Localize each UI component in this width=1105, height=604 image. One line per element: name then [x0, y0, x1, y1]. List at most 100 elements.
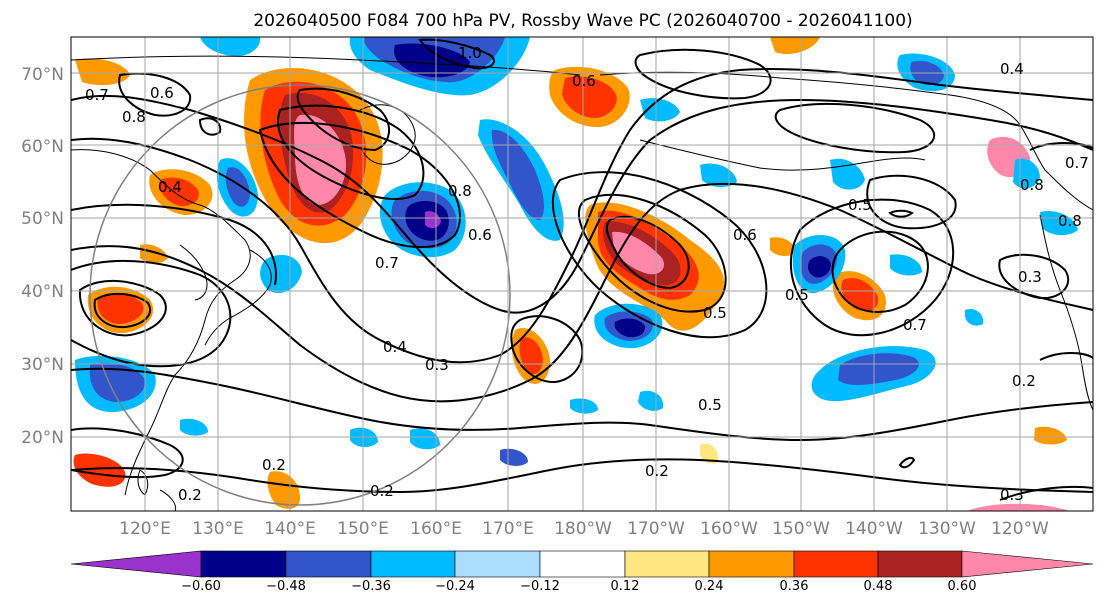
- coastline-asia: [71, 149, 251, 496]
- pv-contour: [71, 94, 1093, 314]
- pv-contour: [71, 458, 1093, 494]
- contour-label: 0.6: [150, 84, 174, 102]
- map-panel: 1.0 0.7 0.6 0.8 0.4 0.8 0.6 0.7 0.4 0.3 …: [70, 36, 1094, 512]
- lon-label: 150°E: [337, 519, 389, 539]
- contour-label: 0.6: [572, 72, 596, 90]
- anomaly-patch: [838, 353, 919, 385]
- colorbar-tick-label: −0.12: [520, 579, 560, 594]
- colorbar-tick-label: −0.24: [435, 579, 475, 594]
- contour-label: 0.5: [848, 196, 872, 214]
- anomaly-patch: [965, 308, 984, 326]
- pv-contour: [418, 38, 495, 70]
- colorbar-box: [70, 550, 202, 578]
- contour-label: 0.4: [383, 338, 407, 356]
- contour-label: 0.7: [903, 316, 927, 334]
- colorbar-box: [877, 550, 963, 578]
- lat-label: 70°N: [21, 65, 64, 85]
- contour-label: 0.2: [645, 462, 669, 480]
- contour-label: 0.7: [1065, 154, 1089, 172]
- lat-label: 40°N: [21, 282, 64, 302]
- contour-label: 0.2: [370, 482, 394, 500]
- anomaly-patch: [97, 293, 144, 325]
- anomaly-patch: [394, 43, 470, 78]
- contour-label: 0.3: [1000, 486, 1024, 504]
- colorbar-tick-label: 0.36: [780, 579, 809, 594]
- anomaly-patch: [562, 76, 617, 118]
- negative-anomaly-patches: [75, 37, 1078, 466]
- contour-label: 0.4: [1000, 60, 1024, 78]
- colorbar-tick-label: −0.60: [181, 579, 221, 594]
- pv-contour: [898, 456, 916, 469]
- great-circle-overlay: [89, 84, 511, 506]
- anomaly-patch: [267, 471, 300, 509]
- colorbar-box: [200, 550, 287, 578]
- anomaly-patch: [967, 503, 1070, 511]
- coastline-aleutians: [639, 139, 926, 171]
- pv-contour: [93, 292, 151, 329]
- lon-label: 120°W: [991, 519, 1049, 539]
- pv-contour: [831, 230, 929, 313]
- pv-contour: [577, 193, 727, 313]
- colorbar-tick-labels: −0.60 −0.48 −0.36 −0.24 −0.12 0.12 0.24 …: [181, 579, 976, 594]
- anomaly-patch: [519, 337, 543, 375]
- pv-contour: [634, 48, 772, 100]
- anomaly-patch: [638, 390, 664, 411]
- lon-label: 130°W: [918, 519, 976, 539]
- anomaly-patch: [841, 278, 879, 312]
- colorbar-box: [370, 550, 456, 578]
- anomaly-patch: [1034, 426, 1067, 445]
- pv-contour: [1029, 142, 1093, 151]
- contour-label: 0.5: [698, 396, 722, 414]
- contour-label: 0.5: [785, 286, 809, 304]
- colorbar-tick-label: 0.24: [695, 579, 724, 594]
- coastline-japan: [204, 249, 272, 346]
- anomaly-patch: [700, 163, 737, 188]
- coastline-kamchatka: [359, 104, 416, 165]
- gridlines: [71, 37, 1093, 511]
- contour-labels: 1.0 0.7 0.6 0.8 0.4 0.8 0.6 0.7 0.4 0.3 …: [85, 44, 1089, 504]
- map-frame: [70, 36, 1094, 512]
- colorbar-box: [454, 550, 541, 578]
- pv-contour: [198, 117, 222, 136]
- positive-anomaly-patches: [73, 37, 1070, 511]
- lon-label: 160°W: [700, 519, 758, 539]
- coastline-chukotka: [71, 55, 581, 76]
- lat-label: 20°N: [21, 428, 64, 448]
- anomaly-patch: [700, 443, 719, 464]
- pv-contour: [296, 87, 390, 152]
- pv-contour: [118, 72, 192, 117]
- contour-label: 0.2: [1012, 372, 1036, 390]
- pv-contour: [510, 315, 584, 384]
- lon-label: 180°W: [554, 519, 612, 539]
- contour-label: 0.4: [158, 178, 182, 196]
- pv-contour: [551, 171, 768, 339]
- contour-label: 0.2: [262, 456, 286, 474]
- lon-label: 140°E: [264, 519, 316, 539]
- lon-label: 170°W: [627, 519, 685, 539]
- contour-label: 0.8: [1058, 212, 1082, 230]
- anomaly-patch: [75, 58, 130, 86]
- lon-label: 160°E: [410, 519, 462, 539]
- anomaly-patch: [770, 37, 820, 55]
- lon-label: 130°E: [192, 519, 244, 539]
- anomaly-patch: [425, 211, 441, 229]
- anomaly-patch: [89, 363, 146, 402]
- pv-contour: [998, 253, 1070, 300]
- anomaly-patch: [159, 177, 199, 207]
- lat-label: 50°N: [21, 209, 64, 229]
- colorbar-tick-label: −0.48: [266, 579, 306, 594]
- contour-label: 0.2: [178, 486, 202, 504]
- contour-label: 0.3: [425, 356, 449, 374]
- anomaly-patch: [890, 254, 922, 276]
- lat-label: 30°N: [21, 355, 64, 375]
- lon-label: 120°E: [119, 519, 171, 539]
- pv-contour: [774, 102, 935, 154]
- lon-label: 150°W: [772, 519, 830, 539]
- colorbar-box: [624, 550, 710, 578]
- coastline-na-west: [1039, 214, 1093, 411]
- pv-contour: [605, 215, 690, 290]
- anomaly-patch: [770, 237, 796, 256]
- map-title: 2026040500 F084 700 hPa PV, Rossby Wave …: [253, 11, 912, 31]
- contour-label: 0.6: [733, 226, 757, 244]
- colorbar-tick-label: 0.60: [948, 579, 977, 594]
